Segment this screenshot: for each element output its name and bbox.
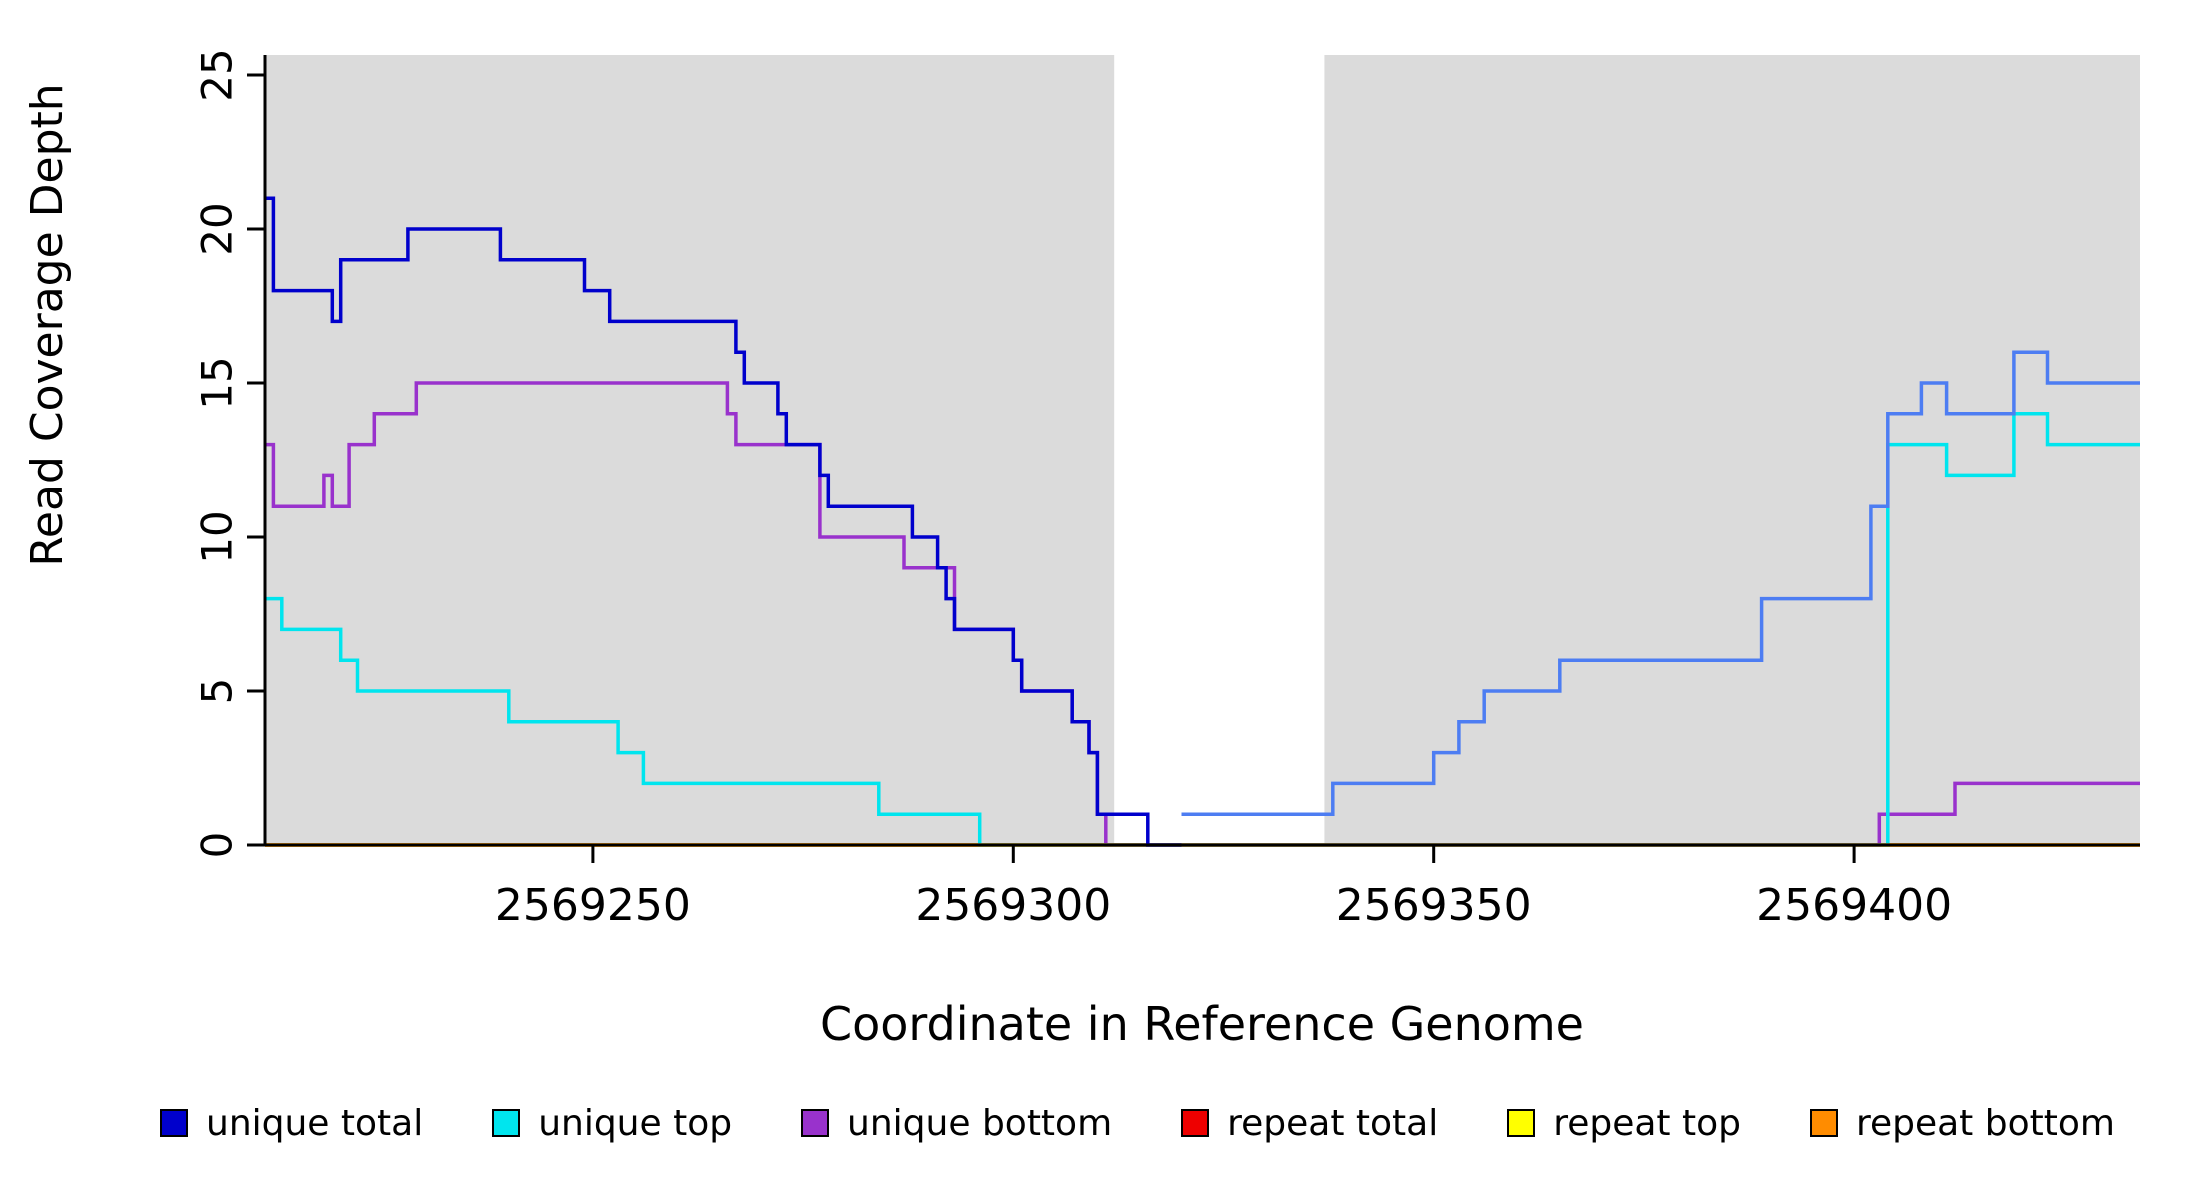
legend-item-repeat-bottom: repeat bottom [1809,1102,2115,1144]
y-tick-label: 5 [193,678,242,705]
legend-item-repeat-top: repeat top [1507,1103,1741,1144]
shaded-region [265,55,1115,845]
legend-item-unique-top: unique top [492,1103,732,1144]
x-tick-label: 2569400 [1756,880,1952,931]
legend-label-unique-bottom: unique bottom [847,1102,1113,1144]
legend-label-repeat-bottom: repeat bottom [1855,1102,2115,1144]
x-tick-label: 2569300 [915,880,1111,931]
series-line-unique-top [265,412,2140,847]
legend: unique total unique top unique bottom repea… [0,1095,2200,1151]
legend-swatch-unique-bottom [801,1109,830,1137]
legend-item-unique-total: unique total [160,1103,423,1144]
y-tick-label: 20 [193,202,242,255]
legend-label-repeat-top: repeat top [1553,1102,1741,1144]
shaded-regions-layer [265,55,2140,845]
series-line-unique-total [265,196,1182,847]
y-axis-label: Read Coverage Depth [22,83,73,566]
series-line-unique-total [1181,350,2140,816]
x-tick-label: 2569350 [1336,880,1532,931]
shaded-region [1324,55,2140,845]
legend-item-repeat-total: repeat total [1181,1103,1438,1144]
legend-item-unique-bottom: unique bottom [801,1103,1112,1144]
legend-swatch-repeat-total [1181,1109,1210,1137]
legend-swatch-unique-top [492,1109,521,1137]
y-tick-label: 25 [193,48,242,101]
legend-label-repeat-total: repeat total [1227,1102,1439,1144]
x-axis-label: Coordinate in Reference Genome [820,997,1584,1051]
y-tick-label: 10 [193,510,242,563]
y-tick-label: 15 [193,356,242,409]
legend-swatch-repeat-top [1507,1109,1536,1137]
legend-swatch-repeat-bottom [1809,1109,1838,1137]
y-tick-label: 0 [193,832,242,859]
axes-layer: 0 5 10 15 20 25 2569250 2569300 2569350 2569400 [193,48,2140,931]
legend-label-unique-top: unique top [538,1102,733,1144]
legend-swatch-unique-total [160,1109,188,1137]
x-tick-label: 2569250 [495,880,691,931]
legend-label-unique-total: unique total [206,1102,424,1144]
